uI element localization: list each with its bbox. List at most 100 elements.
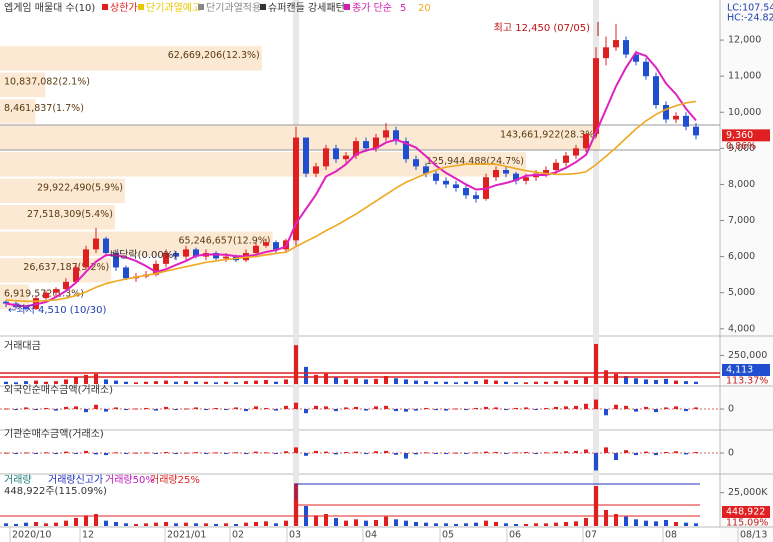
bar bbox=[614, 453, 618, 460]
candle-body bbox=[153, 263, 159, 275]
bar bbox=[354, 378, 358, 384]
bar bbox=[474, 452, 478, 454]
bar bbox=[454, 408, 458, 410]
bar bbox=[574, 450, 578, 453]
bar bbox=[644, 379, 648, 384]
bar bbox=[624, 450, 628, 453]
bar bbox=[544, 452, 548, 454]
bar bbox=[514, 452, 518, 454]
candle-body bbox=[403, 141, 409, 160]
bar bbox=[674, 406, 678, 409]
profile-bar bbox=[0, 152, 527, 177]
legend-swatch bbox=[260, 4, 266, 10]
bar bbox=[24, 381, 28, 384]
profile-bar bbox=[0, 258, 112, 283]
profile-label: 10,837,082(2.1%) bbox=[4, 76, 90, 87]
bar bbox=[124, 453, 128, 454]
bar bbox=[54, 453, 58, 455]
bar bbox=[154, 453, 158, 454]
candle-body bbox=[193, 249, 199, 257]
bar bbox=[34, 409, 38, 410]
bar bbox=[694, 407, 698, 409]
bar bbox=[494, 380, 498, 384]
bar bbox=[524, 524, 528, 526]
x-tick-label: 05 bbox=[442, 530, 454, 541]
bar bbox=[434, 523, 438, 526]
bar bbox=[64, 379, 68, 384]
bar bbox=[484, 379, 488, 384]
bar bbox=[204, 409, 208, 411]
bar bbox=[564, 406, 568, 409]
legend-item: 단기과열예고 bbox=[146, 2, 201, 14]
bar bbox=[684, 522, 688, 526]
bar bbox=[674, 380, 678, 384]
profile-label: 125,944,488(24.7%) bbox=[426, 156, 524, 167]
candle-body bbox=[23, 307, 29, 309]
bar bbox=[424, 381, 428, 384]
y-tick-label: 6,000 bbox=[728, 251, 755, 262]
candle-body bbox=[673, 115, 679, 120]
bar bbox=[274, 381, 278, 384]
profile-bar bbox=[0, 178, 125, 204]
bar bbox=[204, 381, 208, 384]
legend-item: 상한가 bbox=[110, 2, 138, 14]
y-tick-label: 250,000 bbox=[728, 350, 767, 361]
bar bbox=[604, 409, 608, 416]
x-tick-label: 02 bbox=[232, 530, 244, 541]
bar bbox=[374, 520, 378, 526]
bar bbox=[564, 451, 568, 453]
bar bbox=[344, 379, 348, 384]
bar bbox=[24, 452, 28, 454]
bar bbox=[534, 381, 538, 384]
bar bbox=[364, 409, 368, 411]
bar bbox=[194, 452, 198, 454]
bar bbox=[144, 523, 148, 526]
bar bbox=[584, 518, 588, 526]
bar bbox=[574, 521, 578, 526]
bar bbox=[244, 409, 248, 412]
bar bbox=[584, 449, 588, 453]
candle-body bbox=[93, 238, 99, 250]
bar bbox=[634, 409, 638, 412]
panel-subtitle: 448,922주(115.09%) bbox=[4, 486, 107, 497]
y-tick-label: 5,000 bbox=[728, 287, 755, 298]
bar bbox=[464, 381, 468, 384]
bar bbox=[214, 407, 218, 409]
bar bbox=[284, 451, 288, 453]
bar bbox=[544, 407, 548, 409]
bar bbox=[384, 376, 388, 384]
bar bbox=[364, 453, 368, 455]
bar bbox=[524, 382, 528, 384]
bar bbox=[684, 381, 688, 384]
candle-body bbox=[383, 130, 389, 138]
bar bbox=[354, 406, 358, 409]
bar bbox=[474, 381, 478, 384]
bar bbox=[504, 523, 508, 526]
bar bbox=[14, 524, 18, 526]
bar bbox=[14, 409, 18, 411]
annotation: 배당락(0.00%) bbox=[110, 249, 177, 261]
bar bbox=[504, 453, 508, 454]
bar bbox=[464, 453, 468, 454]
panel-title: 거래대금 bbox=[4, 340, 41, 352]
bar bbox=[154, 381, 158, 384]
bar bbox=[594, 399, 598, 409]
bar bbox=[664, 520, 668, 526]
annotation: ←최저 4,510 (10/30) bbox=[8, 304, 106, 316]
bar bbox=[194, 407, 198, 409]
bar bbox=[624, 516, 628, 526]
panel-title: 기관순매수금액(거래소) bbox=[4, 428, 104, 440]
bar bbox=[554, 451, 558, 453]
bar bbox=[494, 522, 498, 526]
bar bbox=[224, 453, 228, 454]
bar bbox=[394, 519, 398, 526]
bar bbox=[444, 409, 448, 411]
bar bbox=[154, 522, 158, 526]
bar bbox=[694, 523, 698, 526]
candle-body bbox=[583, 133, 589, 149]
y-tick-label: 11,000 bbox=[728, 71, 761, 82]
bar bbox=[614, 373, 618, 384]
bar bbox=[314, 450, 318, 453]
bar bbox=[134, 524, 138, 526]
bar bbox=[284, 379, 288, 384]
